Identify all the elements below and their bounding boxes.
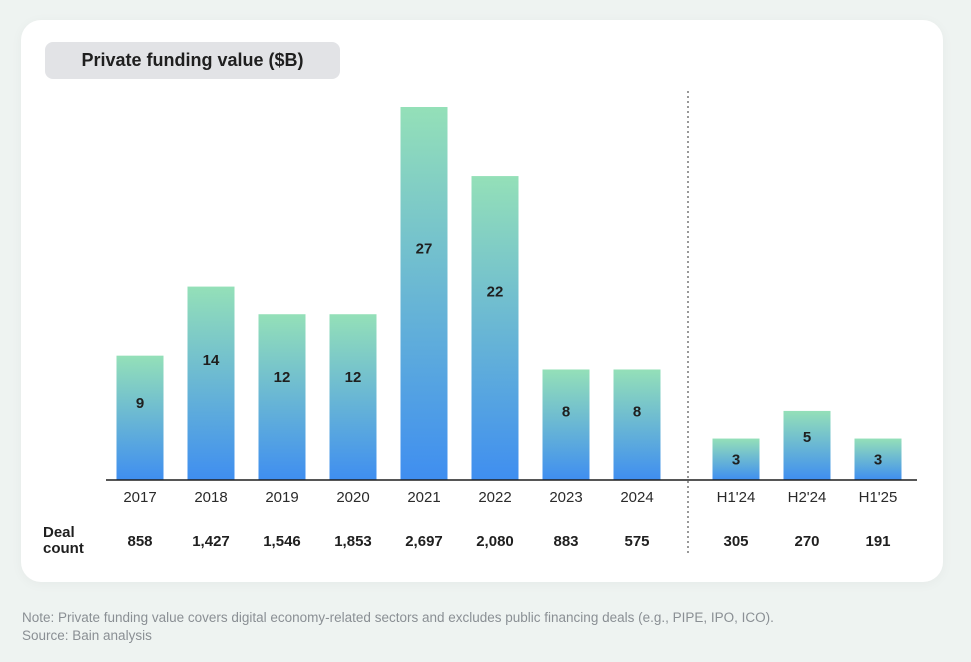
bar-2019 — [258, 314, 306, 480]
deal-count-value: 1,853 — [334, 533, 372, 550]
x-tick-label: 2017 — [123, 489, 156, 506]
bar-value-label: 8 — [633, 403, 641, 420]
bar-value-label: 22 — [487, 284, 504, 301]
deal-count-value: 2,697 — [405, 533, 443, 550]
bar-value-label: 27 — [416, 241, 433, 258]
x-tick-label: 2021 — [407, 489, 440, 506]
bar-2022 — [471, 176, 519, 480]
deal-count-label-line2: count — [43, 540, 84, 557]
deal-count-value: 1,427 — [192, 533, 230, 550]
bar-value-label: 3 — [732, 451, 740, 468]
footnote-source: Source: Bain analysis — [22, 628, 152, 643]
bar-value-label: 12 — [274, 369, 291, 386]
bar-value-label: 9 — [136, 395, 144, 412]
bar-h125 — [854, 438, 902, 480]
x-tick-label: 2018 — [194, 489, 227, 506]
bar-2021 — [400, 107, 448, 480]
bar-h124 — [712, 438, 760, 480]
x-tick-label: H1'25 — [859, 489, 898, 506]
x-tick-label: 2019 — [265, 489, 298, 506]
bar-value-label: 5 — [803, 429, 811, 446]
deal-count-value: 270 — [794, 533, 819, 550]
x-tick-label: H1'24 — [717, 489, 756, 506]
bar-2023 — [542, 369, 590, 480]
bar-2020 — [329, 314, 377, 480]
deal-count-value: 191 — [865, 533, 890, 550]
bar-2018 — [187, 286, 235, 480]
x-tick-label: 2024 — [620, 489, 653, 506]
deal-count-value: 883 — [553, 533, 578, 550]
bar-2024 — [613, 369, 661, 480]
bar-value-label: 14 — [203, 352, 220, 369]
bar-value-label: 8 — [562, 403, 570, 420]
x-tick-label: 2022 — [478, 489, 511, 506]
footnote-note: Note: Private funding value covers digit… — [22, 610, 774, 625]
bar-2017 — [116, 355, 164, 480]
chart-title: Private funding value ($B) — [45, 42, 340, 79]
deal-count-value: 858 — [127, 533, 152, 550]
bar-value-label: 12 — [345, 369, 362, 386]
bar-h224 — [783, 410, 831, 480]
deal-count-value: 2,080 — [476, 533, 514, 550]
deal-count-value: 305 — [723, 533, 748, 550]
bar-value-label: 3 — [874, 451, 882, 468]
deal-count-value: 1,546 — [263, 533, 301, 550]
footnote: Note: Private funding value covers digit… — [22, 609, 774, 645]
deal-count-value: 575 — [624, 533, 649, 550]
x-tick-label: H2'24 — [788, 489, 827, 506]
deal-count-label-line1: Deal — [43, 524, 75, 541]
x-tick-label: 2020 — [336, 489, 369, 506]
x-tick-label: 2023 — [549, 489, 582, 506]
